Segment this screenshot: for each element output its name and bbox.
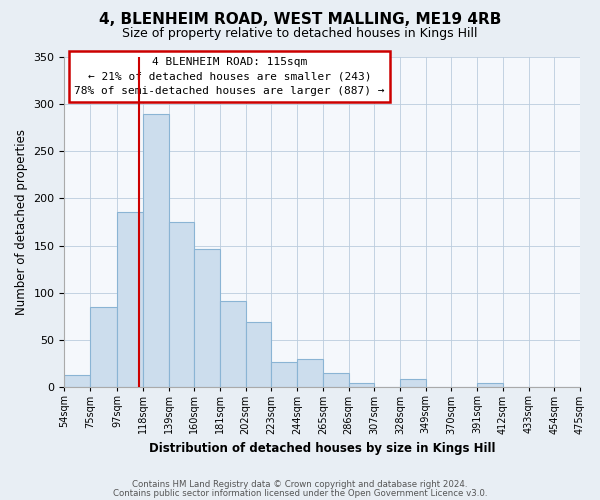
Bar: [400, 379, 425, 388]
Bar: [117, 212, 143, 388]
Bar: [64, 375, 90, 388]
Bar: [297, 359, 323, 388]
Y-axis label: Number of detached properties: Number of detached properties: [15, 129, 28, 315]
Bar: [271, 362, 297, 388]
Bar: [245, 322, 271, 388]
Text: 4 BLENHEIM ROAD: 115sqm
← 21% of detached houses are smaller (243)
78% of semi-d: 4 BLENHEIM ROAD: 115sqm ← 21% of detache…: [74, 56, 385, 96]
Bar: [220, 302, 245, 388]
Bar: [169, 222, 194, 388]
Bar: [477, 382, 503, 388]
Text: 4, BLENHEIM ROAD, WEST MALLING, ME19 4RB: 4, BLENHEIM ROAD, WEST MALLING, ME19 4RB: [99, 12, 501, 28]
Bar: [143, 114, 169, 388]
Bar: [194, 250, 220, 388]
Bar: [90, 307, 117, 388]
Bar: [323, 373, 349, 388]
Bar: [349, 382, 374, 388]
Text: Contains public sector information licensed under the Open Government Licence v3: Contains public sector information licen…: [113, 488, 487, 498]
Text: Contains HM Land Registry data © Crown copyright and database right 2024.: Contains HM Land Registry data © Crown c…: [132, 480, 468, 489]
X-axis label: Distribution of detached houses by size in Kings Hill: Distribution of detached houses by size …: [149, 442, 496, 455]
Text: Size of property relative to detached houses in Kings Hill: Size of property relative to detached ho…: [122, 28, 478, 40]
